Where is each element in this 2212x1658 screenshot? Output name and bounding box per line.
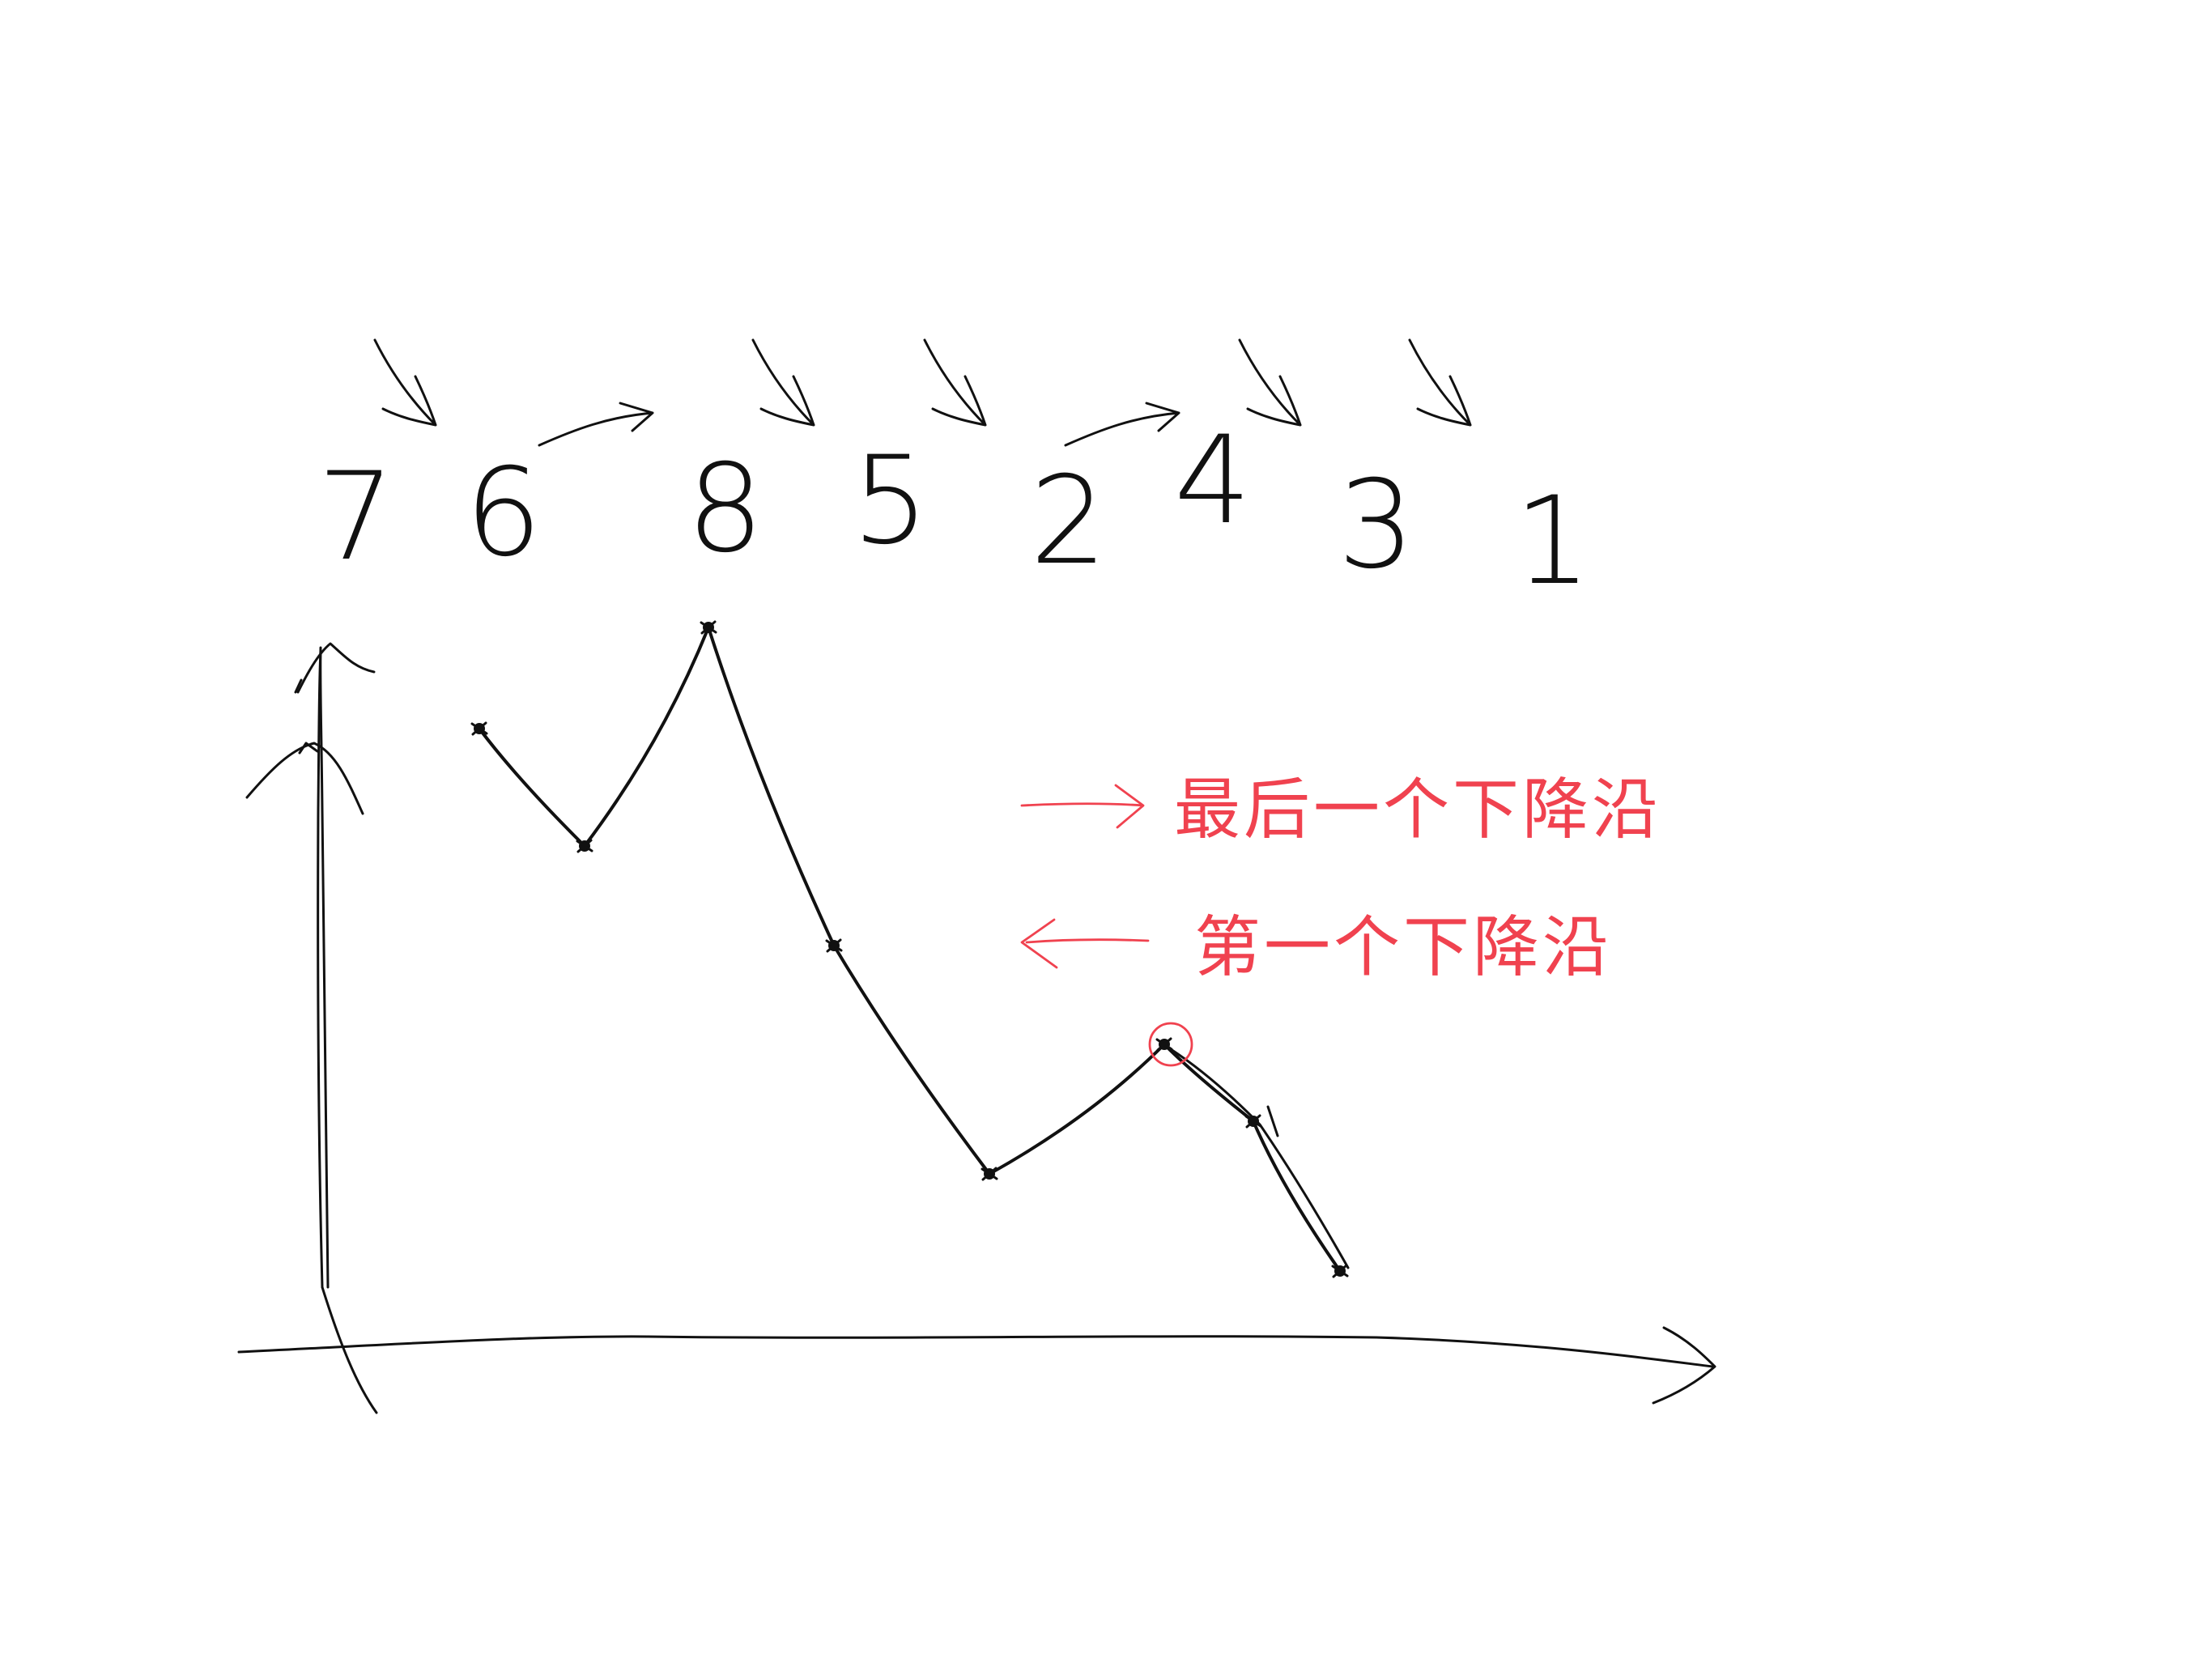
sequence-digit: 5 (852, 431, 929, 572)
down-arrow-icon (1408, 338, 1472, 427)
up-arrow-icon (1064, 402, 1180, 447)
y-axis-arrowhead (245, 742, 364, 815)
down-arrow-icon (1238, 338, 1302, 427)
red-annotations: 最后一个下降沿 第一个下降沿 (1020, 772, 1661, 1067)
first-drop-label: 第一个下降沿 (1194, 909, 1612, 986)
transition-arrows (373, 338, 1472, 447)
data-point (1155, 1037, 1173, 1052)
up-arrow-icon (538, 402, 654, 447)
plot-area (470, 620, 1350, 1278)
sequence-digit: 4 (1174, 410, 1251, 551)
data-point (576, 839, 593, 853)
y-axis-arrowhead-top (296, 642, 376, 694)
data-point (1331, 1264, 1349, 1278)
down-arrow-icon (751, 338, 815, 427)
point-markers (470, 620, 1349, 1278)
sequence-digit: 2 (1030, 451, 1107, 592)
x-axis (237, 1326, 1716, 1405)
arrow-right-icon (1020, 784, 1145, 829)
data-point (470, 721, 488, 736)
sequence-digit: 3 (1338, 455, 1414, 596)
series-line (478, 626, 1342, 1273)
x-axis-arrowhead (1652, 1326, 1716, 1405)
series-line-retrace (1169, 1048, 1350, 1269)
down-arrow-icon (923, 338, 987, 427)
last-drop-highlight-circle (1148, 1022, 1193, 1067)
sequence-digit: 7 (317, 447, 394, 588)
sequence-digit: 1 (1514, 471, 1591, 612)
sequence-digit: 6 (465, 443, 542, 584)
data-point (1244, 1114, 1262, 1129)
y-axis (245, 642, 378, 1414)
data-point (825, 938, 843, 953)
data-point (981, 1167, 998, 1181)
arrow-left-icon (1020, 918, 1150, 969)
data-point (700, 620, 717, 635)
sequence-digit: 8 (687, 439, 764, 580)
down-arrow-icon (373, 338, 437, 427)
last-drop-label: 最后一个下降沿 (1174, 772, 1661, 848)
